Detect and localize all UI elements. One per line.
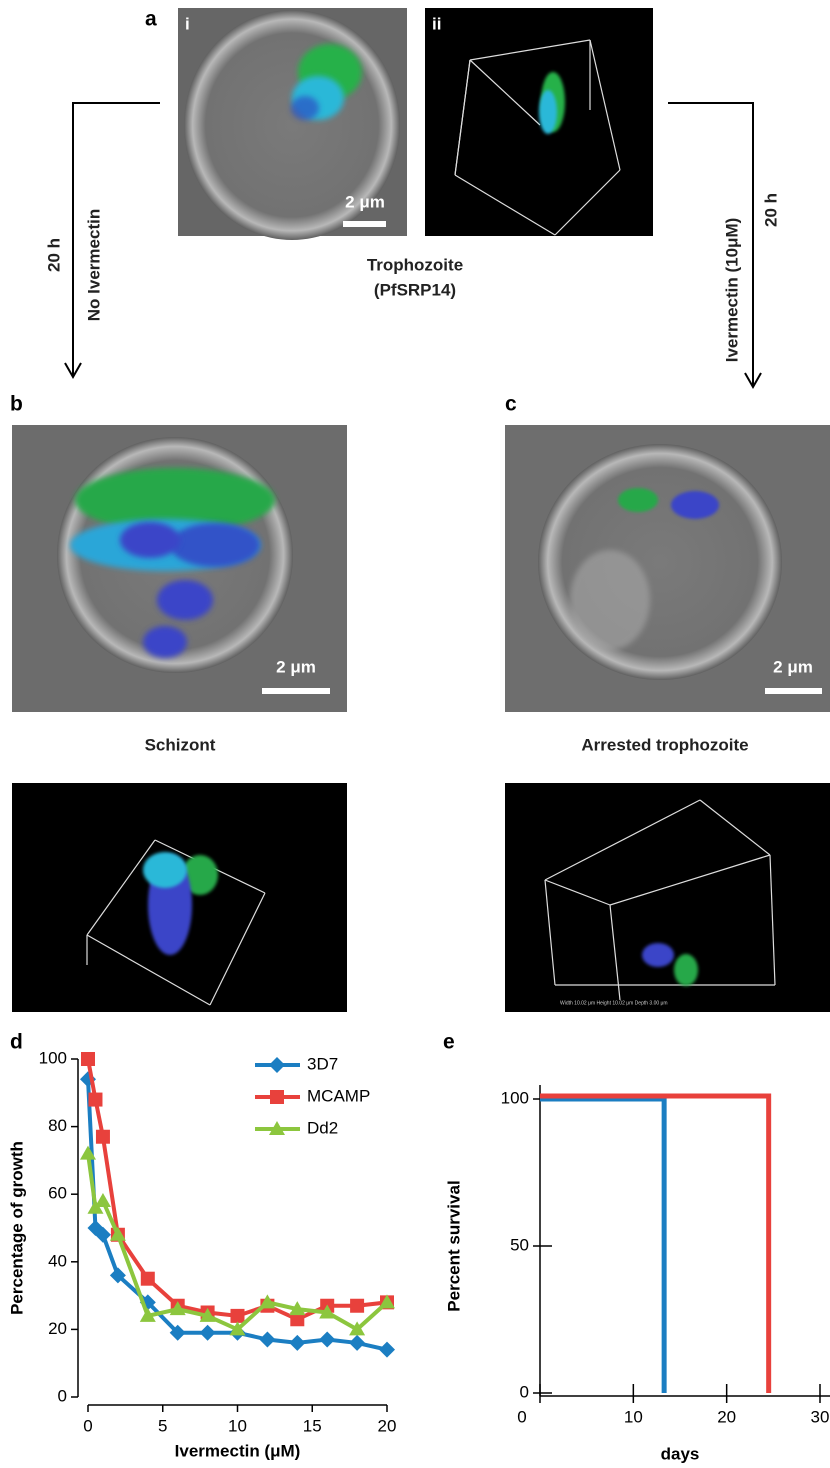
x-tick-label: 20 bbox=[378, 1416, 397, 1435]
x-tick-label: 20 bbox=[717, 1407, 736, 1426]
y-tick-label: 100 bbox=[39, 1048, 67, 1067]
x-tick-label: 10 bbox=[228, 1416, 247, 1435]
panel-label: d bbox=[10, 1031, 23, 1054]
image-c-3d bbox=[505, 783, 830, 1012]
scale-bar-label: 2 μm bbox=[276, 657, 316, 676]
arrow-treatment: No Ivermectin bbox=[84, 209, 103, 321]
marker bbox=[231, 1309, 245, 1323]
panel-label: e bbox=[443, 1031, 455, 1054]
marker bbox=[269, 1057, 285, 1073]
x-tick-label: 0 bbox=[83, 1416, 92, 1435]
y-tick-label: 20 bbox=[48, 1319, 67, 1338]
panel-label: c bbox=[505, 393, 517, 416]
y-tick-label: 50 bbox=[510, 1235, 529, 1254]
page: {"panel_a": {"label": "a", "image_i_labe… bbox=[0, 0, 830, 1468]
marker bbox=[350, 1299, 364, 1313]
y-axis-label: Percent survival bbox=[444, 1180, 463, 1311]
legend-label: MCAMP bbox=[307, 1086, 370, 1105]
panel-label: b bbox=[10, 393, 23, 416]
panel-label: a bbox=[145, 8, 157, 31]
marker bbox=[259, 1332, 275, 1348]
y-tick-label: 40 bbox=[48, 1251, 67, 1270]
caption: Trophozoite bbox=[367, 255, 463, 274]
figure: a i 2 μm ii Trophozoite (PfSRP14) 20 h N… bbox=[0, 0, 830, 1468]
legend-label: Dd2 bbox=[307, 1118, 338, 1137]
marker bbox=[379, 1342, 395, 1358]
arrow-left bbox=[65, 103, 160, 377]
image-ii bbox=[425, 8, 653, 236]
x-axis-label: days bbox=[661, 1444, 700, 1463]
marker bbox=[95, 1193, 111, 1207]
arrow-treatment: Ivermectin (10μM) bbox=[722, 218, 741, 363]
legend-label: 3D7 bbox=[307, 1054, 338, 1073]
marker bbox=[200, 1325, 216, 1341]
series-line bbox=[88, 1154, 387, 1330]
marker bbox=[349, 1335, 365, 1351]
x-tick-label: 30 bbox=[811, 1407, 830, 1426]
arrow-right bbox=[668, 103, 761, 387]
arrow-time: 20 h bbox=[761, 193, 780, 227]
marker bbox=[319, 1332, 335, 1348]
marker bbox=[289, 1335, 305, 1351]
y-tick-label: 0 bbox=[58, 1386, 67, 1405]
image-b-3d bbox=[12, 783, 347, 1012]
x-axis-label: Ivermectin (μM) bbox=[175, 1441, 301, 1460]
scale-bar-label: 2 μm bbox=[773, 657, 813, 676]
marker bbox=[141, 1272, 155, 1286]
scale-bar-label: 2 μm bbox=[345, 192, 385, 211]
marker bbox=[81, 1052, 95, 1066]
x-tick-label: 0 bbox=[517, 1407, 526, 1426]
marker bbox=[270, 1090, 284, 1104]
caption: Schizont bbox=[145, 735, 216, 754]
arrow-time: 20 h bbox=[44, 238, 63, 272]
marker bbox=[96, 1130, 110, 1144]
image-label: i bbox=[185, 14, 190, 33]
dimensions: Width 10.02 μm Height 10.02 μm Depth 3.0… bbox=[560, 1000, 668, 1006]
y-tick-label: 60 bbox=[48, 1184, 67, 1203]
x-tick-label: 5 bbox=[158, 1416, 167, 1435]
marker bbox=[88, 1093, 102, 1107]
y-axis-label: Percentage of growth bbox=[7, 1141, 26, 1315]
image-label: ii bbox=[432, 14, 441, 33]
y-tick-label: 80 bbox=[48, 1116, 67, 1135]
series-line bbox=[540, 1096, 769, 1393]
caption: (PfSRP14) bbox=[374, 280, 456, 299]
y-tick-label: 0 bbox=[520, 1382, 529, 1401]
x-tick-label: 10 bbox=[624, 1407, 643, 1426]
caption: Arrested trophozoite bbox=[581, 735, 748, 754]
x-tick-label: 15 bbox=[303, 1416, 322, 1435]
series-line bbox=[540, 1099, 664, 1393]
y-tick-label: 100 bbox=[501, 1088, 529, 1107]
